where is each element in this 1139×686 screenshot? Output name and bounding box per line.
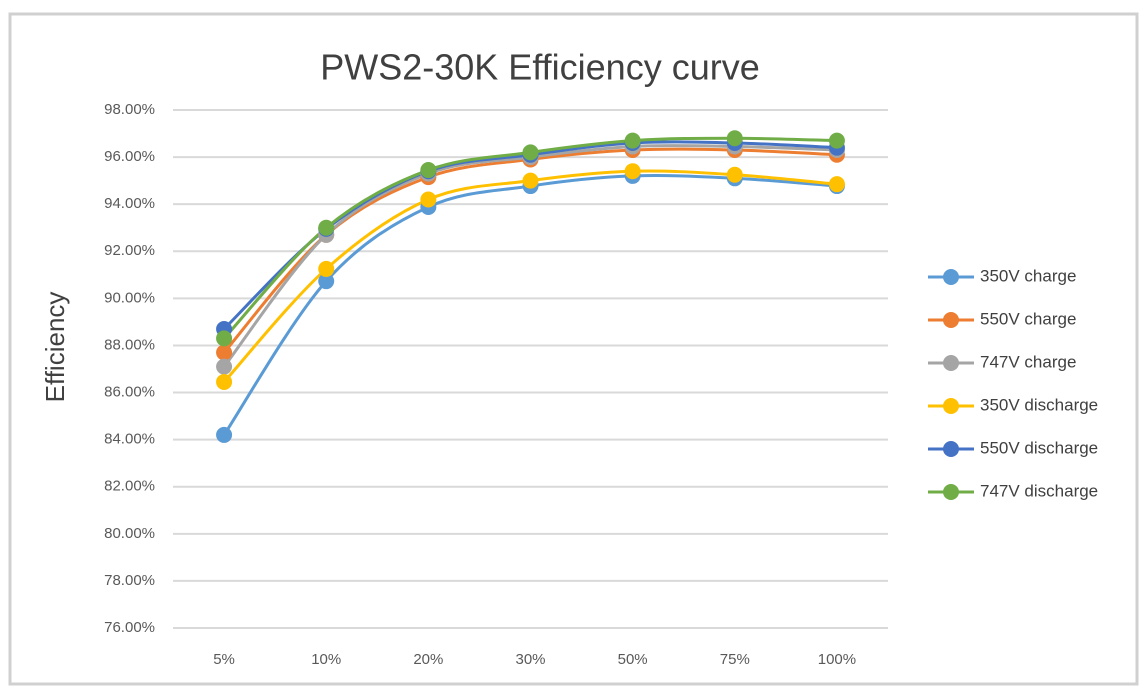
legend-marker — [943, 398, 959, 414]
data-point — [216, 373, 233, 390]
y-tick-label: 84.00% — [104, 431, 155, 448]
y-tick-label: 86.00% — [104, 384, 155, 401]
legend-marker — [943, 355, 959, 371]
y-tick-label: 80.00% — [104, 525, 155, 542]
x-tick-label: 50% — [618, 651, 648, 668]
y-tick-label: 98.00% — [104, 101, 155, 118]
data-point — [420, 191, 437, 208]
data-point — [522, 144, 539, 161]
x-tick-label: 20% — [413, 651, 443, 668]
data-point — [318, 273, 335, 290]
chart-title: PWS2-30K Efficiency curve — [320, 47, 760, 88]
data-point — [624, 163, 641, 180]
chart-frame — [8, 12, 1139, 686]
legend-label: 550V discharge — [980, 438, 1098, 457]
data-point — [318, 219, 335, 236]
x-tick-label: 5% — [213, 651, 235, 668]
legend-label: 350V discharge — [980, 395, 1098, 414]
y-tick-label: 78.00% — [104, 572, 155, 589]
data-point — [828, 132, 845, 149]
y-tick-label: 82.00% — [104, 478, 155, 495]
legend-label: 550V charge — [980, 309, 1076, 328]
data-point — [726, 130, 743, 147]
data-point — [318, 260, 335, 277]
data-point — [624, 132, 641, 149]
legend-label: 747V charge — [980, 352, 1076, 371]
data-point — [216, 358, 233, 375]
y-axis-label: Efficiency — [40, 292, 70, 403]
x-tick-label: 100% — [818, 651, 856, 668]
x-tick-label: 75% — [720, 651, 750, 668]
y-tick-label: 94.00% — [104, 195, 155, 212]
data-point — [216, 344, 233, 361]
legend-marker — [943, 484, 959, 500]
y-tick-label: 88.00% — [104, 336, 155, 353]
data-point — [522, 172, 539, 189]
legend-label: 747V discharge — [980, 481, 1098, 500]
y-tick-label: 96.00% — [104, 148, 155, 165]
legend-marker — [943, 312, 959, 328]
y-tick-label: 76.00% — [104, 619, 155, 636]
x-tick-label: 10% — [311, 651, 341, 668]
legend-label: 350V charge — [980, 266, 1076, 285]
data-point — [828, 176, 845, 193]
y-tick-label: 90.00% — [104, 289, 155, 306]
data-point — [216, 426, 233, 443]
data-point — [726, 166, 743, 183]
data-point — [216, 330, 233, 347]
legend-marker — [943, 441, 959, 457]
legend-marker — [943, 269, 959, 285]
y-tick-label: 92.00% — [104, 242, 155, 259]
data-point — [420, 162, 437, 179]
x-tick-label: 30% — [515, 651, 545, 668]
